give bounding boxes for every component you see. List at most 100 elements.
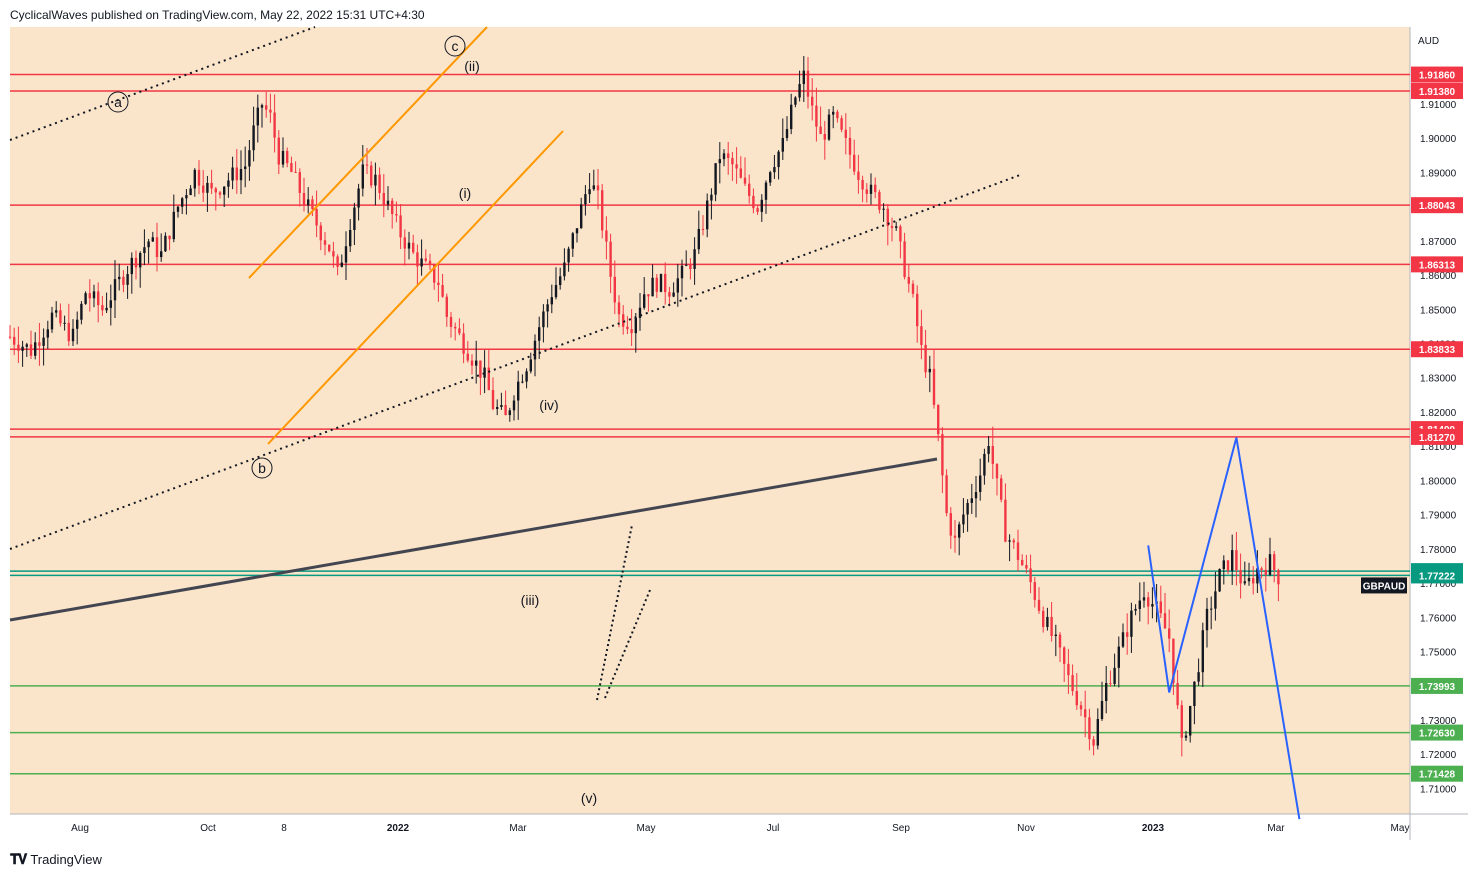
candle-body: [1054, 634, 1057, 636]
candle-body: [966, 502, 969, 515]
candle-body: [328, 244, 331, 252]
candle-body: [1092, 739, 1095, 746]
candle-body: [193, 169, 196, 189]
candle-body: [407, 242, 411, 249]
time-tick-label: 2023: [1142, 823, 1165, 834]
candle-body: [386, 200, 390, 205]
candle-body: [823, 133, 826, 140]
candle-body: [134, 257, 138, 268]
candle-body: [668, 292, 671, 297]
support-badge-text: 1.73993: [1419, 682, 1456, 693]
candle-body: [1239, 570, 1242, 584]
candle-body: [1050, 616, 1053, 636]
candle-body: [1042, 610, 1045, 627]
candle-body: [1046, 616, 1049, 627]
candle-body: [853, 154, 856, 172]
candle-body: [932, 368, 936, 405]
candle-body: [1012, 540, 1015, 543]
resistance-badge-text: 1.91380: [1419, 87, 1456, 98]
candle-body: [109, 300, 112, 308]
candle-body: [554, 285, 558, 298]
candle-body: [399, 215, 402, 238]
candle-body: [391, 200, 394, 215]
candle-body: [244, 166, 247, 170]
candle-body: [491, 389, 495, 410]
candle-body: [1088, 717, 1091, 740]
candle-body: [634, 317, 637, 334]
candle-body: [483, 367, 486, 378]
candle-body: [21, 346, 24, 351]
candle-body: [1113, 667, 1116, 684]
candle-body: [609, 241, 612, 277]
candle-body: [1176, 683, 1179, 706]
candle-body: [189, 188, 192, 196]
candle-body: [1180, 705, 1183, 738]
candle-body: [395, 214, 398, 216]
candle-body: [256, 107, 259, 126]
candle-body: [357, 188, 360, 208]
candle-body: [139, 253, 142, 268]
candle-body: [504, 405, 507, 416]
candle-body: [659, 273, 663, 292]
candle-body: [701, 228, 705, 230]
support-badge-box: [1411, 765, 1463, 782]
candle-body: [588, 189, 591, 195]
wave-label: (i): [459, 185, 471, 201]
price-tick-label: 1.76000: [1420, 613, 1457, 624]
resistance-badge-text: 1.88043: [1419, 201, 1456, 212]
wave-label: (ii): [464, 58, 480, 74]
candle-body: [743, 177, 747, 184]
candle-body: [508, 410, 511, 416]
candle-body: [1096, 718, 1099, 746]
price-tick-label: 1.71000: [1420, 784, 1457, 795]
candle-body: [55, 310, 58, 313]
candle-body: [1117, 646, 1120, 668]
candle-body: [533, 340, 537, 360]
candle-body: [1071, 675, 1074, 692]
candle-body: [693, 249, 696, 269]
candle-body: [1231, 550, 1234, 571]
candle-body: [25, 344, 28, 347]
candle-body: [1008, 540, 1011, 542]
price-tick-label: 1.83000: [1420, 374, 1457, 385]
candle-body: [1084, 709, 1087, 718]
candle-body: [269, 109, 272, 113]
candle-body: [1151, 604, 1154, 607]
candle-body: [370, 165, 373, 186]
candle-body: [361, 164, 364, 189]
symbol-tag-box: [1361, 577, 1407, 594]
candle-body: [983, 453, 986, 476]
candle-body: [529, 359, 532, 372]
candle-body: [206, 182, 209, 193]
candle-body: [710, 194, 713, 201]
candle-body: [29, 344, 33, 356]
candle-body: [168, 235, 171, 240]
candle-body: [311, 199, 314, 209]
candle-body: [412, 242, 415, 253]
candle-body: [76, 319, 79, 329]
wave-circle: [251, 457, 273, 479]
candle-body: [63, 322, 66, 324]
candle-body: [802, 70, 805, 85]
candle-body: [1000, 478, 1003, 500]
candle-body: [584, 194, 587, 205]
candle-body: [920, 326, 923, 345]
wave-circle: [444, 35, 466, 57]
price-tick-label: 1.91000: [1420, 100, 1457, 111]
time-tick-label: 8: [281, 823, 287, 834]
price-tick-label: 1.72000: [1420, 750, 1457, 761]
candle-body: [46, 329, 49, 338]
plot-background: [10, 27, 1410, 814]
candle-body: [735, 164, 738, 169]
resistance-badge-box: [1411, 197, 1463, 214]
candle-body: [1210, 608, 1213, 610]
candle-body: [991, 446, 994, 464]
candle-body: [437, 282, 440, 286]
candle-body: [974, 492, 978, 499]
candle-body: [1205, 608, 1209, 631]
candle-body: [1189, 706, 1192, 736]
candle-body: [332, 251, 335, 257]
candle-body: [1243, 581, 1246, 584]
candle-body: [651, 277, 654, 297]
